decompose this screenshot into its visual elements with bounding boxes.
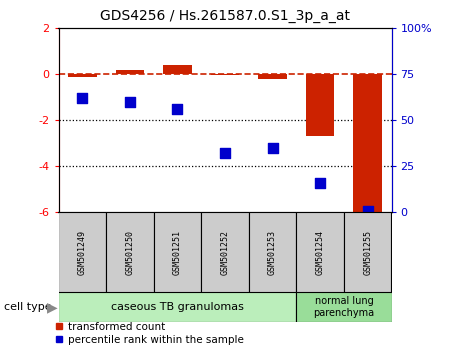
Text: GSM501252: GSM501252 — [220, 230, 230, 275]
Bar — [249, 212, 297, 292]
Point — [316, 180, 324, 186]
Bar — [297, 212, 344, 292]
Point — [174, 107, 181, 112]
Point — [221, 151, 229, 156]
Point — [364, 208, 371, 213]
Bar — [163, 65, 192, 74]
Point — [79, 96, 86, 101]
Bar — [344, 212, 392, 292]
Legend: transformed count, percentile rank within the sample: transformed count, percentile rank withi… — [50, 317, 248, 349]
Text: GDS4256 / Hs.261587.0.S1_3p_a_at: GDS4256 / Hs.261587.0.S1_3p_a_at — [100, 9, 350, 23]
Text: ▶: ▶ — [47, 300, 58, 314]
Text: normal lung
parenchyma: normal lung parenchyma — [313, 296, 374, 318]
Bar — [58, 292, 297, 322]
Text: GSM501250: GSM501250 — [126, 230, 135, 275]
Bar — [58, 212, 106, 292]
Bar — [201, 212, 249, 292]
Bar — [353, 74, 382, 215]
Bar — [153, 212, 201, 292]
Text: GSM501251: GSM501251 — [173, 230, 182, 275]
Text: GSM501249: GSM501249 — [78, 230, 87, 275]
Bar — [297, 292, 392, 322]
Bar — [106, 212, 153, 292]
Bar — [116, 70, 144, 74]
Bar — [306, 74, 334, 137]
Text: GSM501255: GSM501255 — [363, 230, 372, 275]
Bar — [211, 74, 239, 75]
Text: GSM501253: GSM501253 — [268, 230, 277, 275]
Text: GSM501254: GSM501254 — [315, 230, 324, 275]
Text: cell type: cell type — [4, 302, 52, 312]
Bar — [68, 74, 97, 77]
Text: caseous TB granulomas: caseous TB granulomas — [111, 302, 244, 312]
Point — [126, 99, 134, 105]
Point — [269, 145, 276, 151]
Bar — [258, 74, 287, 79]
